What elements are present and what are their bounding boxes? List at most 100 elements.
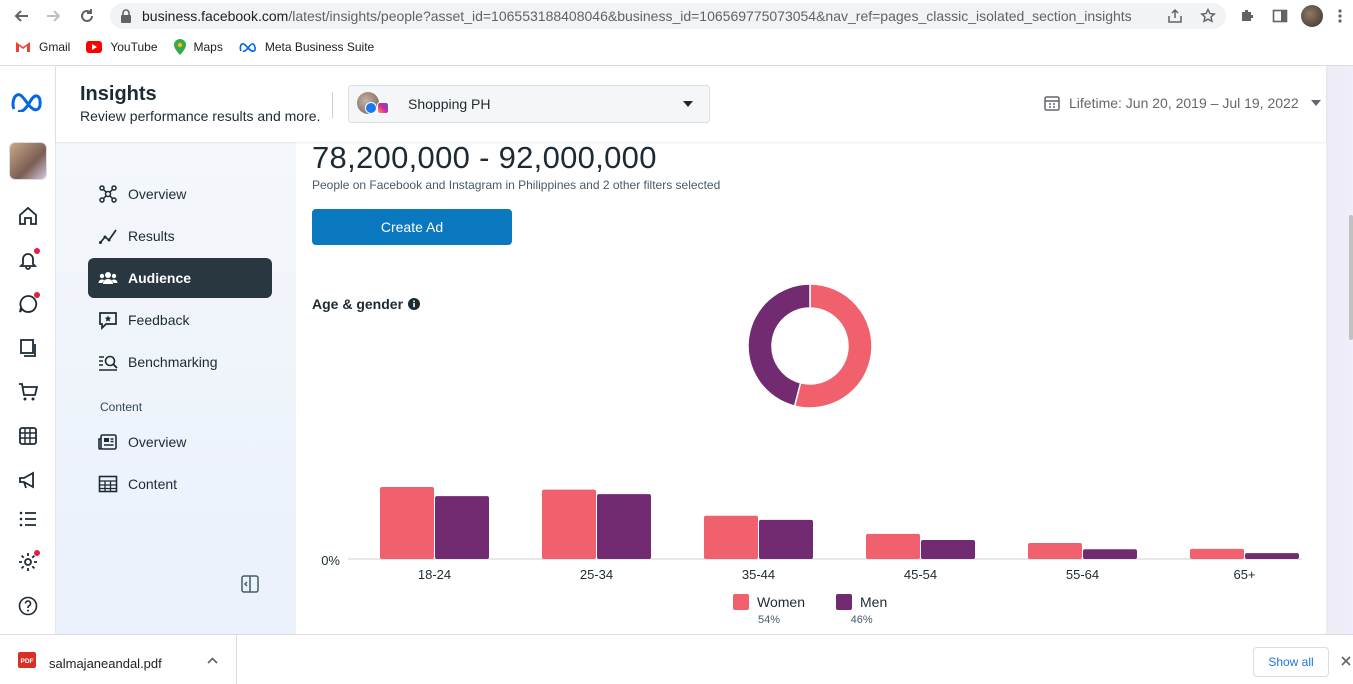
notification-dot xyxy=(34,248,40,254)
legend-swatch-women xyxy=(733,594,749,610)
benchmark-icon xyxy=(98,352,118,372)
date-range-picker[interactable]: Lifetime: Jun 20, 2019 – Jul 19, 2022 xyxy=(1044,95,1321,111)
bookmark-label: Gmail xyxy=(39,40,71,54)
calendar-icon xyxy=(1044,96,1060,111)
download-bar: PDF salmajaneandal.pdf Show all xyxy=(0,634,1353,684)
collapse-sidebar-icon[interactable] xyxy=(241,575,259,593)
sidebar-item-content[interactable]: Content xyxy=(88,464,272,504)
notifications-icon[interactable] xyxy=(16,248,40,272)
audience-size-range: 78,200,000 - 92,000,000 xyxy=(312,142,657,175)
bookmark-meta-business-suite[interactable]: Meta Business Suite xyxy=(239,40,374,54)
side-panel-icon[interactable] xyxy=(1272,8,1288,24)
x-tick-label: 25-34 xyxy=(580,567,613,582)
back-icon[interactable] xyxy=(11,6,31,26)
legend-pct-women: 54% xyxy=(757,614,780,626)
bar-18-24-women[interactable] xyxy=(380,487,434,559)
asset-selector[interactable]: Shopping PH xyxy=(348,85,710,123)
bar-55-64-women[interactable] xyxy=(1028,543,1082,559)
bar-35-44-women[interactable] xyxy=(704,515,758,559)
menu-dots-icon[interactable] xyxy=(1337,8,1343,24)
star-icon[interactable] xyxy=(1200,8,1216,24)
date-range-label: Lifetime: Jun 20, 2019 – Jul 19, 2022 xyxy=(1069,95,1299,111)
bar-65+-men[interactable] xyxy=(1245,553,1299,559)
sidebar-item-results[interactable]: Results xyxy=(88,216,272,256)
extensions-icon[interactable] xyxy=(1239,8,1255,24)
bookmark-youtube[interactable]: YouTube xyxy=(86,40,158,54)
close-icon[interactable] xyxy=(1341,656,1351,666)
sidebar-item-feedback[interactable]: Feedback xyxy=(88,300,272,340)
lock-icon xyxy=(121,9,131,23)
content-library-icon[interactable] xyxy=(16,336,40,360)
settings-gear-icon[interactable] xyxy=(16,550,40,574)
grid-table-icon[interactable] xyxy=(16,424,40,448)
chrome-divider xyxy=(0,65,1353,66)
sidebar-item-label: Content xyxy=(128,476,178,492)
show-all-button[interactable]: Show all xyxy=(1253,647,1329,677)
help-icon[interactable] xyxy=(16,594,40,618)
download-item[interactable]: PDF salmajaneandal.pdf xyxy=(0,635,237,684)
bar-45-54-men[interactable] xyxy=(921,540,975,559)
sidebar-item-label: Audience xyxy=(128,270,192,286)
inbox-icon[interactable] xyxy=(16,292,40,316)
chevron-up-icon[interactable] xyxy=(207,657,218,664)
cart-icon[interactable] xyxy=(16,380,40,404)
asset-avatar xyxy=(357,92,389,118)
address-bar[interactable]: business.facebook.com/latest/insights/pe… xyxy=(110,3,1226,29)
newspaper-icon xyxy=(98,432,118,452)
info-icon[interactable] xyxy=(408,298,421,310)
bookmark-gmail[interactable]: Gmail xyxy=(15,40,70,54)
bar-18-24-men[interactable] xyxy=(435,496,489,559)
svg-text:PDF: PDF xyxy=(21,658,34,665)
x-tick-label: 18-24 xyxy=(418,567,451,582)
pdf-icon: PDF xyxy=(18,652,36,668)
forward-icon[interactable] xyxy=(44,6,64,26)
audience-main: 78,200,000 - 92,000,000 People on Facebo… xyxy=(296,142,1326,634)
insights-header: Insights Review performance results and … xyxy=(56,66,1326,142)
legend-label-men: Men xyxy=(860,594,888,610)
page-avatar[interactable] xyxy=(9,142,47,180)
bar-25-34-men[interactable] xyxy=(597,494,651,559)
sidebar-item-label: Results xyxy=(128,228,175,244)
x-tick-label: 45-54 xyxy=(904,567,937,582)
donut-slice-men[interactable] xyxy=(747,283,811,407)
share-icon[interactable] xyxy=(1167,8,1183,24)
reload-icon[interactable] xyxy=(77,6,97,26)
bookmark-label: Meta Business Suite xyxy=(264,40,375,54)
home-icon[interactable] xyxy=(16,204,40,228)
sidebar-item-audience[interactable]: Audience xyxy=(88,258,272,298)
age-gender-chart: 0% 18-24 25-34 35-44 45-54 55-64 65+ xyxy=(321,283,1302,582)
sidebar-section-content: Content xyxy=(100,400,143,414)
bar-65+-women[interactable] xyxy=(1190,548,1244,559)
sidebar-item-content-overview[interactable]: Overview xyxy=(88,422,272,462)
bookmark-label: YouTube xyxy=(110,40,158,54)
meta-logo-icon[interactable] xyxy=(11,90,45,114)
bar-55-64-men[interactable] xyxy=(1083,549,1137,559)
create-ad-button[interactable]: Create Ad xyxy=(312,209,512,245)
maps-icon xyxy=(173,39,186,55)
insights-sidebar: Overview Results Audience Feedback Bench… xyxy=(56,142,296,634)
caret-down-icon xyxy=(1310,99,1321,106)
asset-name: Shopping PH xyxy=(408,96,491,112)
legend-women: Women 54% xyxy=(733,594,805,626)
sidebar-item-label: Benchmarking xyxy=(128,354,218,370)
download-file-name: salmajaneandal.pdf xyxy=(49,656,162,671)
page-scrollbar[interactable] xyxy=(1349,215,1353,340)
right-gutter xyxy=(1326,66,1353,634)
bookmark-maps[interactable]: Maps xyxy=(173,39,223,55)
bar-35-44-men[interactable] xyxy=(759,519,813,559)
list-icon[interactable] xyxy=(16,507,40,531)
bar-25-34-women[interactable] xyxy=(542,489,596,559)
legend-swatch-men xyxy=(836,594,852,610)
bookmarks-bar: Gmail YouTube Maps Meta Business Suite xyxy=(0,36,1353,58)
sidebar-item-benchmarking[interactable]: Benchmarking xyxy=(88,342,272,382)
people-icon xyxy=(98,268,118,288)
header-divider xyxy=(332,92,333,118)
sidebar-item-overview[interactable]: Overview xyxy=(88,174,272,214)
megaphone-icon[interactable] xyxy=(16,468,40,492)
network-icon xyxy=(98,184,118,204)
notification-dot xyxy=(34,550,40,556)
donut-slice-women[interactable] xyxy=(793,283,873,409)
y-tick-label: 0% xyxy=(321,553,340,568)
profile-avatar[interactable] xyxy=(1301,5,1323,27)
bar-45-54-women[interactable] xyxy=(866,533,920,559)
